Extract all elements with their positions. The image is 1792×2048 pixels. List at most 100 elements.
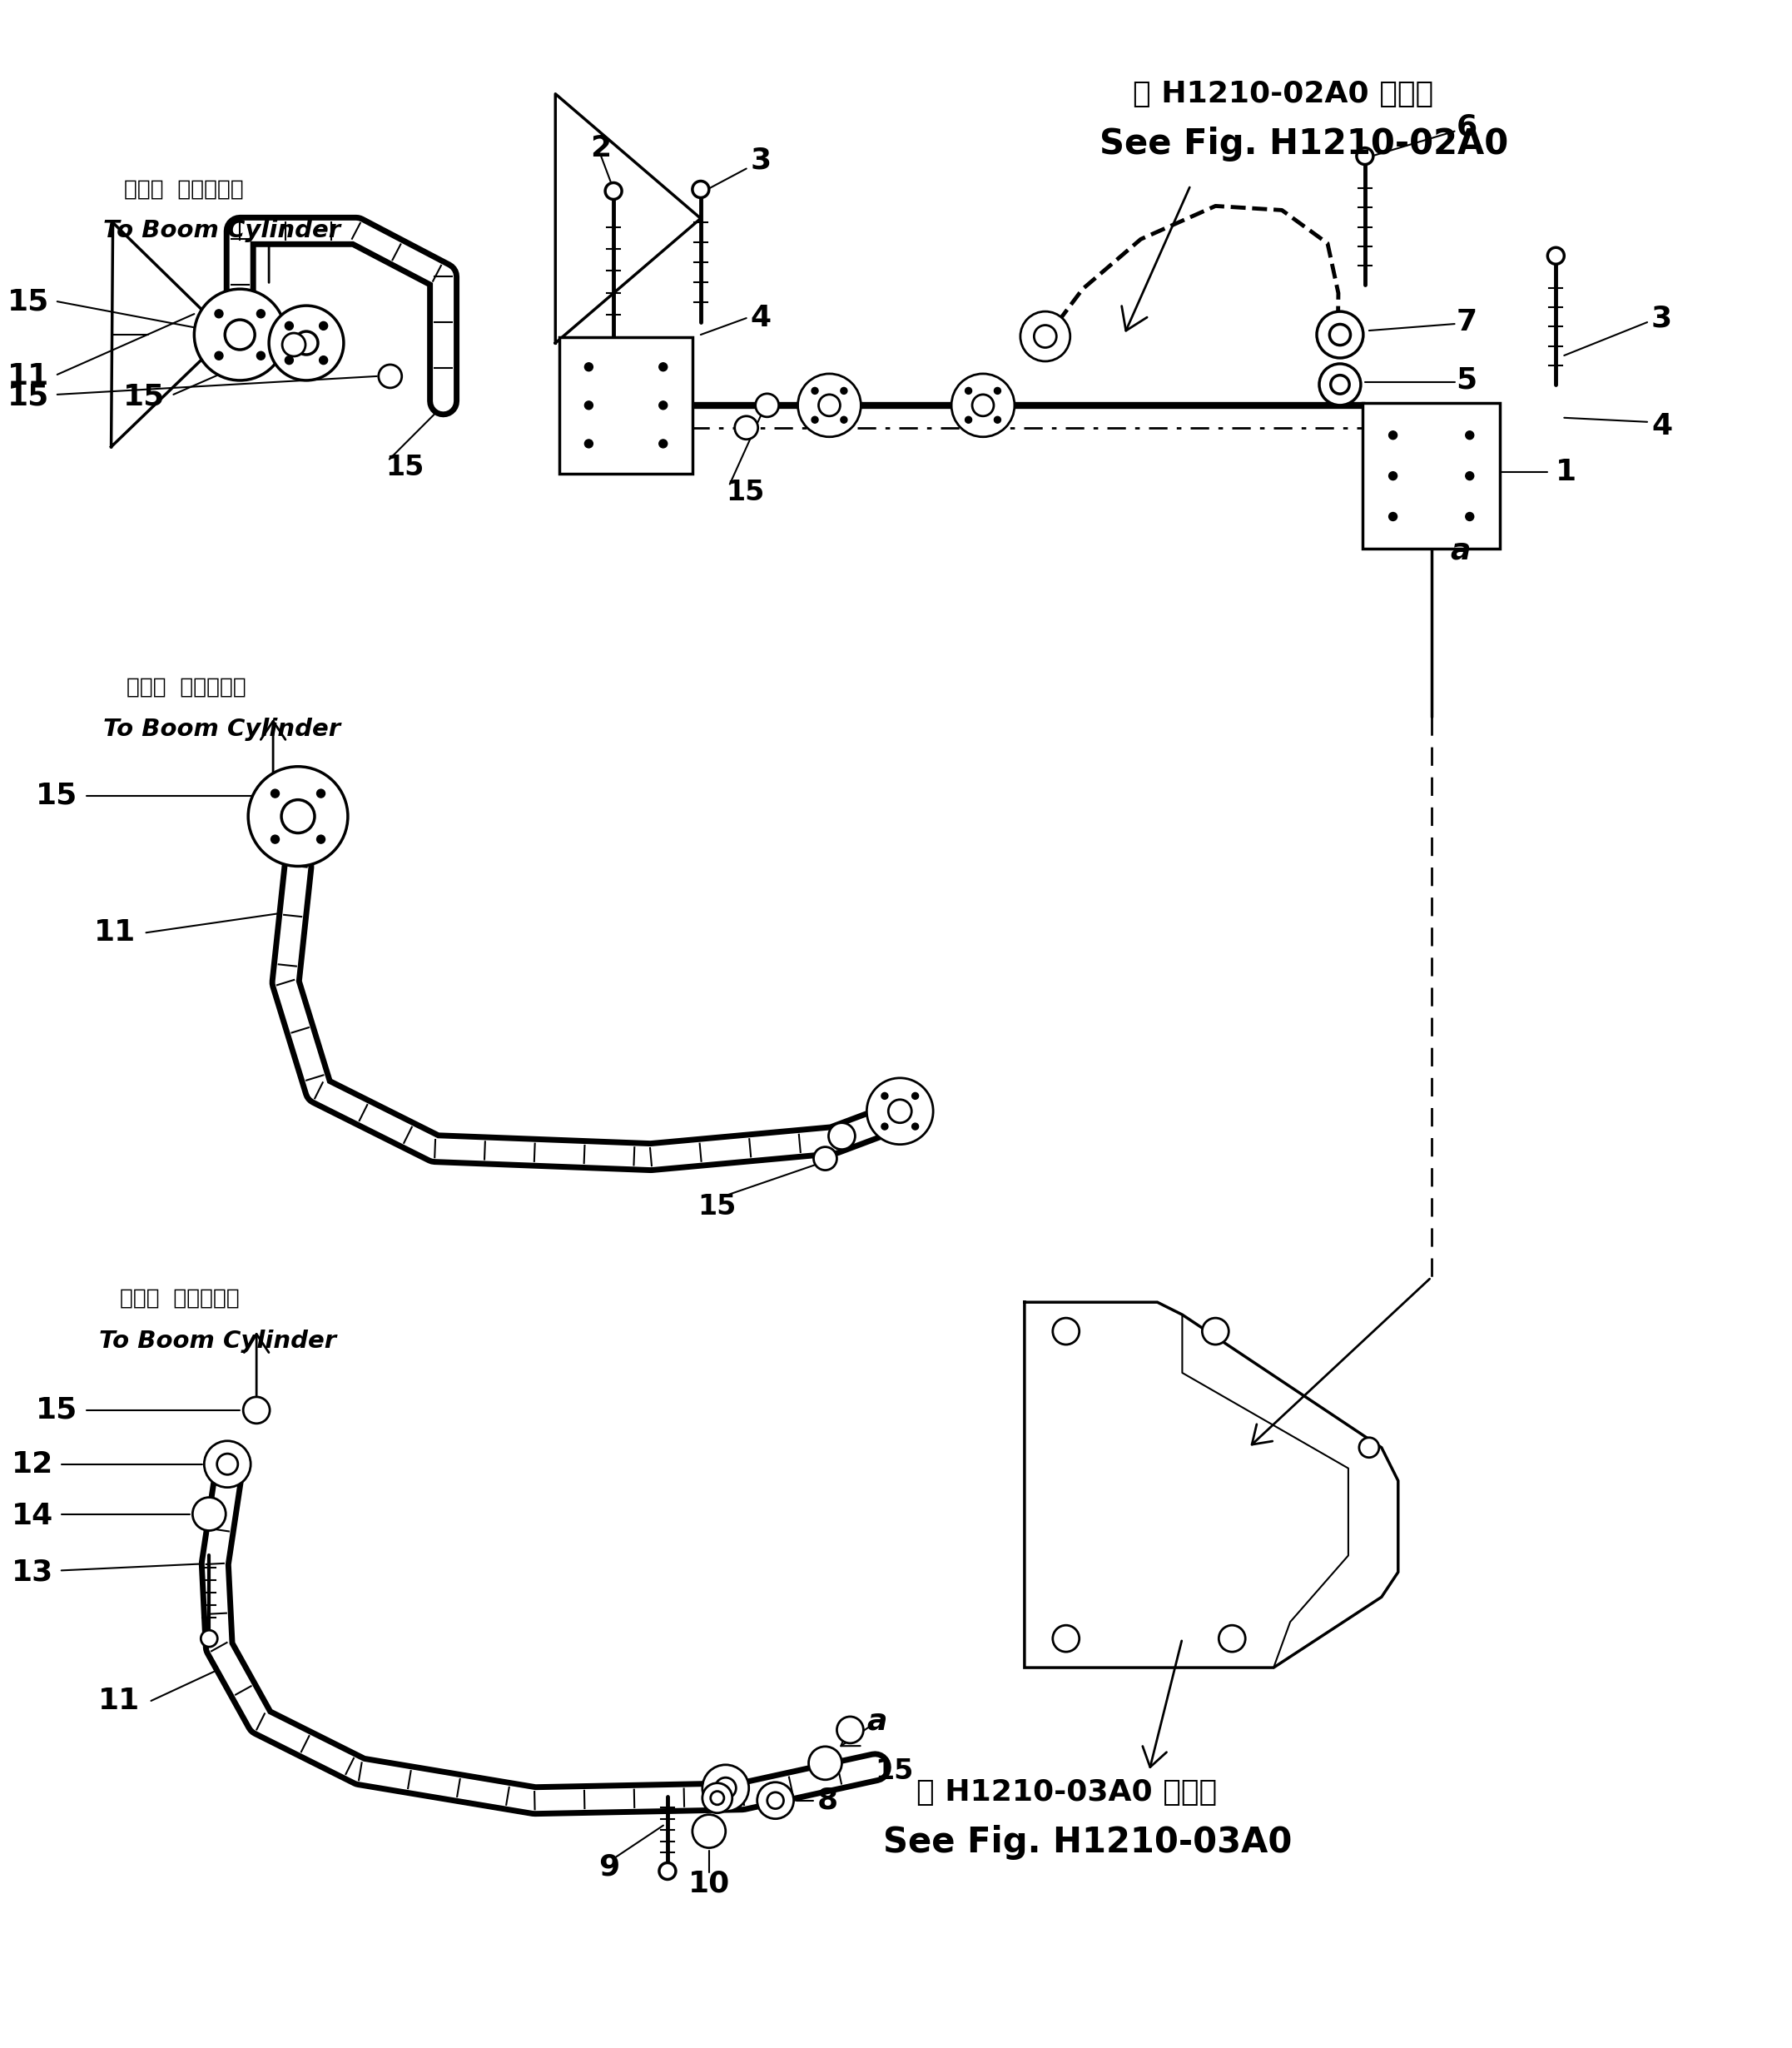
Text: ブーム  シリンダへ: ブーム シリンダへ bbox=[124, 178, 244, 201]
Circle shape bbox=[735, 416, 758, 440]
Text: 15: 15 bbox=[699, 1194, 737, 1221]
Circle shape bbox=[692, 1815, 726, 1847]
Circle shape bbox=[812, 416, 819, 424]
Circle shape bbox=[1052, 1626, 1079, 1653]
Text: 7: 7 bbox=[1457, 307, 1477, 336]
Circle shape bbox=[995, 416, 1000, 424]
Circle shape bbox=[1389, 430, 1398, 440]
Circle shape bbox=[973, 395, 995, 416]
Circle shape bbox=[319, 356, 328, 365]
Circle shape bbox=[1034, 326, 1057, 348]
Circle shape bbox=[758, 1782, 794, 1819]
Text: 11: 11 bbox=[7, 362, 48, 391]
Polygon shape bbox=[111, 223, 228, 446]
Circle shape bbox=[837, 1716, 864, 1743]
Circle shape bbox=[819, 395, 840, 416]
Circle shape bbox=[1330, 324, 1351, 346]
Bar bbox=[1364, 403, 1500, 549]
Text: ブーム  シリンダへ: ブーム シリンダへ bbox=[120, 1288, 238, 1309]
Circle shape bbox=[1548, 248, 1564, 264]
Circle shape bbox=[1052, 1319, 1079, 1346]
Circle shape bbox=[1020, 311, 1070, 360]
Circle shape bbox=[912, 1122, 919, 1130]
Text: To Boom Cylinder: To Boom Cylinder bbox=[102, 717, 340, 741]
Circle shape bbox=[1319, 365, 1360, 406]
Circle shape bbox=[1357, 147, 1373, 164]
Circle shape bbox=[1466, 471, 1473, 479]
Circle shape bbox=[840, 387, 848, 393]
Text: a: a bbox=[867, 1708, 887, 1737]
Circle shape bbox=[217, 1454, 238, 1475]
Circle shape bbox=[912, 1094, 919, 1100]
Circle shape bbox=[606, 182, 622, 199]
Circle shape bbox=[584, 440, 593, 449]
Polygon shape bbox=[1025, 1303, 1398, 1667]
Circle shape bbox=[294, 332, 317, 354]
Circle shape bbox=[192, 1497, 226, 1530]
Text: 15: 15 bbox=[36, 1397, 79, 1423]
Circle shape bbox=[692, 180, 710, 199]
Circle shape bbox=[226, 319, 254, 350]
Circle shape bbox=[814, 1147, 837, 1169]
Circle shape bbox=[281, 801, 315, 834]
Text: 15: 15 bbox=[726, 479, 763, 506]
Circle shape bbox=[215, 352, 222, 360]
Circle shape bbox=[281, 334, 305, 356]
Text: 第 H1210-02A0 図参照: 第 H1210-02A0 図参照 bbox=[1133, 80, 1434, 109]
Text: 15: 15 bbox=[385, 455, 423, 481]
Circle shape bbox=[1317, 311, 1364, 358]
Circle shape bbox=[966, 387, 971, 393]
Text: 8: 8 bbox=[817, 1786, 839, 1815]
Text: 15: 15 bbox=[7, 287, 48, 315]
Text: To Boom Cylinder: To Boom Cylinder bbox=[102, 219, 340, 242]
Text: 3: 3 bbox=[1652, 303, 1672, 332]
Circle shape bbox=[812, 387, 819, 393]
Circle shape bbox=[260, 782, 287, 809]
Circle shape bbox=[584, 401, 593, 410]
Circle shape bbox=[269, 305, 344, 381]
Text: To Boom Cylinder: To Boom Cylinder bbox=[99, 1329, 337, 1354]
Circle shape bbox=[702, 1765, 749, 1810]
Text: 5: 5 bbox=[1457, 367, 1477, 395]
Circle shape bbox=[584, 362, 593, 371]
Circle shape bbox=[1466, 430, 1473, 440]
Text: 4: 4 bbox=[1652, 412, 1672, 440]
Polygon shape bbox=[556, 94, 701, 342]
Text: 14: 14 bbox=[11, 1501, 54, 1530]
Text: 10: 10 bbox=[688, 1870, 729, 1898]
Circle shape bbox=[659, 362, 667, 371]
Circle shape bbox=[378, 365, 401, 387]
Circle shape bbox=[247, 766, 348, 866]
Circle shape bbox=[319, 322, 328, 330]
Circle shape bbox=[889, 1100, 912, 1122]
Text: 11: 11 bbox=[99, 1688, 140, 1714]
Text: 3: 3 bbox=[751, 145, 771, 174]
Circle shape bbox=[201, 1630, 217, 1647]
Circle shape bbox=[1219, 1626, 1245, 1653]
Circle shape bbox=[285, 322, 294, 330]
Circle shape bbox=[285, 356, 294, 365]
Circle shape bbox=[867, 1077, 934, 1145]
Text: 13: 13 bbox=[11, 1559, 54, 1587]
Circle shape bbox=[204, 1442, 251, 1487]
Circle shape bbox=[215, 309, 222, 317]
Circle shape bbox=[882, 1122, 889, 1130]
Text: See Fig. H1210-02A0: See Fig. H1210-02A0 bbox=[1098, 127, 1509, 162]
Text: 1: 1 bbox=[1555, 457, 1577, 485]
Circle shape bbox=[1389, 512, 1398, 520]
Text: 11: 11 bbox=[95, 918, 136, 946]
Circle shape bbox=[715, 1778, 737, 1798]
Circle shape bbox=[1358, 1438, 1380, 1458]
Text: 第 H1210-03A0 図参照: 第 H1210-03A0 図参照 bbox=[916, 1778, 1217, 1806]
Text: 12: 12 bbox=[11, 1450, 54, 1479]
Circle shape bbox=[756, 393, 780, 418]
Circle shape bbox=[828, 1122, 855, 1149]
Text: 15: 15 bbox=[124, 383, 165, 412]
Text: ブーム  シリンダへ: ブーム シリンダへ bbox=[125, 676, 246, 698]
Text: 2: 2 bbox=[591, 133, 611, 162]
Text: 6: 6 bbox=[1457, 113, 1477, 141]
Circle shape bbox=[702, 1784, 733, 1812]
Circle shape bbox=[256, 309, 265, 317]
Text: See Fig. H1210-03A0: See Fig. H1210-03A0 bbox=[883, 1825, 1292, 1860]
Text: 4: 4 bbox=[751, 303, 771, 332]
